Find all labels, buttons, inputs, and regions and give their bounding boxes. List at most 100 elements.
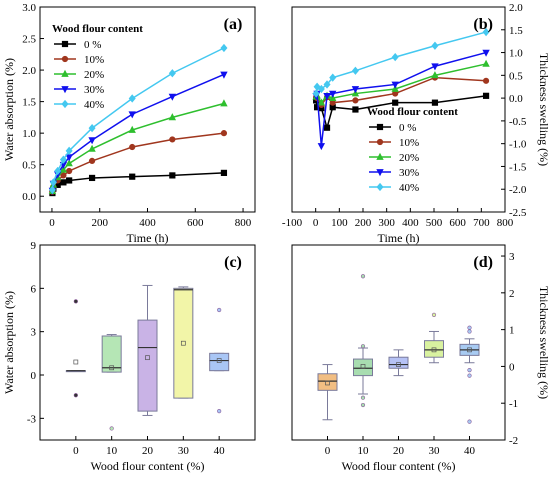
y-tick-label: -2 — [509, 435, 518, 447]
outlier-point — [73, 299, 78, 304]
data-point — [352, 106, 359, 113]
y-tick-label: 1.0 — [22, 128, 36, 140]
data-point — [220, 99, 228, 107]
box-mean — [325, 380, 330, 386]
data-point — [169, 136, 176, 143]
legend-marker — [61, 55, 69, 63]
box — [101, 335, 122, 373]
chart-panel-b: -100 0 100 200 300 400 500 600 700 800-2.5 -2.0 -1.… — [282, 2, 550, 245]
y-tick-label: 0.5 — [509, 70, 523, 82]
x-axis-label: Wood flour content (%) — [91, 459, 205, 473]
y-axis-label: Thickness swelling (%) — [537, 286, 550, 399]
outlier-point — [217, 307, 222, 313]
data-point — [60, 179, 67, 186]
data-point — [49, 178, 57, 187]
outlier-point — [360, 274, 366, 279]
y-tick-label: -1.0 — [509, 139, 527, 151]
y-tick-label: 2 — [509, 288, 515, 300]
data-point — [312, 89, 320, 98]
data-point — [482, 77, 490, 84]
y-axis-label: Thickness swelling (%) — [537, 53, 550, 166]
box-mean — [180, 340, 186, 346]
y-tick-label: 2.0 — [22, 65, 36, 77]
y-tick-label: 3 — [509, 251, 515, 263]
y-tick-label: 1.5 — [509, 25, 523, 37]
data-point — [391, 81, 399, 89]
data-point — [220, 71, 228, 79]
data-point — [329, 90, 337, 98]
x-tick-label: 500 — [426, 217, 443, 229]
data-point — [431, 99, 439, 106]
data-point — [220, 43, 228, 53]
y-tick-label: 2.0 — [509, 2, 523, 14]
series-line — [51, 172, 224, 194]
box — [424, 340, 444, 358]
legend-marker — [376, 123, 384, 131]
y-axis-label: Water absorption (%) — [2, 291, 16, 394]
data-point — [129, 173, 136, 180]
y-tick-label: -2.5 — [509, 207, 527, 219]
legend-title: Wood flour content — [52, 23, 143, 35]
legend-label: 0 % — [399, 122, 416, 134]
outlier-point — [360, 344, 366, 349]
data-point — [128, 111, 136, 119]
series-line — [51, 102, 225, 192]
legend-label: 40% — [399, 182, 419, 194]
x-tick-label: 30 — [429, 445, 441, 457]
data-point — [431, 63, 439, 71]
series-line — [315, 31, 487, 94]
data-point — [88, 174, 96, 182]
outlier-point — [467, 367, 472, 373]
x-tick-label: 0 — [73, 445, 79, 457]
legend-label: 30% — [84, 84, 104, 96]
legend-marker — [376, 182, 384, 192]
data-point — [59, 165, 68, 173]
legend-marker — [376, 169, 384, 177]
y-tick-label: 0.5 — [22, 160, 36, 172]
chart-panel-c: 0 10 20 30 40 -3 0 3 6 9 Wood flour content (%) Wat… — [2, 240, 256, 473]
data-point — [482, 59, 490, 67]
data-point — [168, 93, 177, 101]
outlier-point — [360, 402, 366, 408]
x-tick-label: 800 — [497, 217, 514, 229]
data-point — [59, 155, 67, 164]
x-tick-label: 200 — [91, 217, 108, 229]
data-point — [128, 125, 136, 133]
y-tick-label: -0.5 — [509, 116, 527, 128]
data-point — [317, 143, 326, 151]
data-point — [54, 166, 62, 176]
y-tick-label: -2.0 — [509, 184, 527, 196]
box — [137, 319, 158, 412]
x-tick-label: 10 — [106, 445, 118, 457]
y-tick-label: -1 — [509, 398, 518, 410]
legend-marker — [61, 99, 69, 109]
data-point — [317, 84, 325, 94]
data-point — [88, 137, 96, 145]
box-mean — [145, 355, 150, 361]
box — [353, 358, 373, 377]
data-point — [431, 41, 439, 50]
data-point — [220, 169, 228, 176]
x-tick-label: 400 — [402, 217, 419, 229]
x-tick-label: 400 — [139, 217, 156, 229]
data-point — [88, 157, 96, 165]
legend-label: 10% — [399, 137, 419, 149]
y-tick-label: -1.5 — [509, 161, 527, 173]
plot-frame — [291, 244, 506, 441]
x-axis-label: Time (h) — [378, 231, 420, 245]
box-mean — [360, 364, 366, 369]
data-point — [323, 80, 331, 89]
data-point — [482, 49, 490, 57]
outlier-point — [467, 419, 472, 424]
x-axis-label: Wood flour content (%) — [342, 459, 456, 473]
data-point — [66, 167, 73, 175]
legend-marker — [61, 86, 69, 94]
series-line — [51, 73, 225, 191]
x-tick-label: 600 — [187, 217, 204, 229]
x-tick-label: 20 — [393, 445, 405, 457]
legend-label: 40% — [84, 99, 104, 111]
legend-title: Wood flour content — [367, 106, 458, 118]
box-mean — [216, 358, 222, 363]
legend-label: 20% — [399, 152, 419, 164]
data-point — [129, 143, 136, 151]
